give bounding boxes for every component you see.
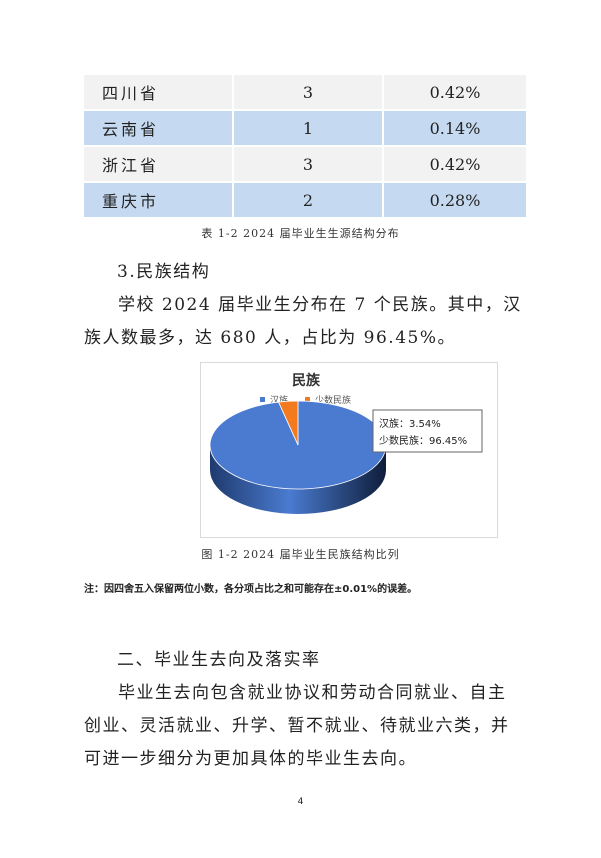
table-row: 重庆市 2 0.28% [82, 181, 528, 219]
ethnicity-pie-chart: 民族 汉族 少数民族 汉族：3.54% 少数民族：96.45% [200, 362, 498, 538]
count-cell: 3 [232, 73, 384, 111]
count-cell: 2 [232, 181, 384, 219]
table-row: 四川省 3 0.42% [82, 73, 528, 111]
legend-swatch-han [260, 397, 265, 402]
percent-cell: 0.42% [382, 145, 528, 183]
pie-side [210, 445, 386, 514]
table-row: 浙江省 3 0.42% [82, 145, 528, 183]
percent-cell: 0.42% [382, 73, 528, 111]
origin-table: 四川省 3 0.42% 云南省 1 0.14% 浙江省 3 0.42% 重庆市 2 0.28% [82, 73, 528, 219]
pie-slice-minority [277, 400, 299, 446]
chart-title: 民族 [292, 372, 321, 389]
pie-svg: 民族 汉族 少数民族 汉族：3.54% 少数民族：96.45% [209, 372, 483, 514]
callout-line-1: 汉族：3.54% [379, 417, 441, 430]
paragraph: 学校 2024 届毕业生分布在 7 个民族。其中，汉族人数最多，达 680 人，… [84, 295, 522, 348]
figure-caption: 图 1-2 2024 届毕业生民族结构比列 [201, 548, 400, 561]
percent-cell: 0.28% [382, 181, 528, 219]
province-cell: 四川省 [82, 73, 234, 111]
count-cell: 1 [232, 109, 384, 147]
table-caption: 表 1-2 2024 届毕业生生源结构分布 [201, 227, 400, 240]
callout-line-2: 少数民族：96.45% [379, 434, 467, 447]
table-row: 云南省 1 0.14% [82, 109, 528, 147]
callout-box [372, 409, 483, 453]
province-cell: 重庆市 [82, 181, 234, 219]
legend-swatch-minority [305, 397, 310, 402]
province-cell: 云南省 [82, 109, 234, 147]
footnote: 注：因四舍五入保留两位小数，各分项占比之和可能存在±0.01%的误差。 [84, 584, 418, 595]
section-heading: 3.民族结构 [117, 262, 211, 282]
percent-cell: 0.14% [382, 109, 528, 147]
paragraph: 毕业生去向包含就业协议和劳动合同就业、自主创业、灵活就业、升学、暂不就业、待就业… [84, 683, 510, 769]
count-cell: 3 [232, 145, 384, 183]
page-number: 4 [297, 797, 304, 807]
province-cell: 浙江省 [82, 145, 234, 183]
section-heading: 二、毕业生去向及落实率 [117, 650, 321, 670]
